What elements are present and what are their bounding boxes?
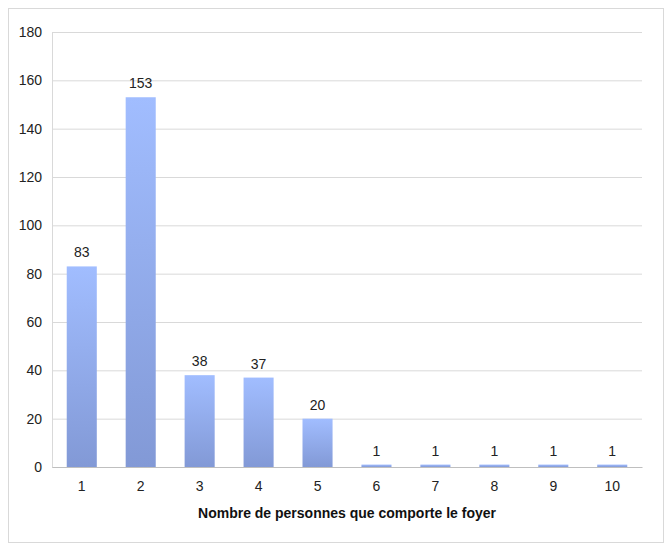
bar: [538, 465, 568, 467]
x-tick: 6: [373, 467, 381, 494]
grid: [52, 33, 642, 468]
bars: [67, 97, 628, 467]
x-tick: 5: [314, 467, 322, 494]
x-tick: 3: [196, 467, 204, 494]
x-tick-label: 9: [549, 478, 557, 494]
x-axis-line: [53, 467, 643, 468]
y-tick-label: 20: [26, 411, 42, 427]
chart: 0204060801001201401601801234567891083153…: [0, 0, 672, 551]
x-tick-label: 3: [196, 478, 204, 494]
y-tick: 120: [19, 169, 52, 185]
frame: [9, 9, 664, 543]
data-label: 1: [490, 443, 498, 459]
bar: [244, 378, 274, 467]
plot: 0204060801001201401601801234567891083153…: [19, 24, 643, 521]
data-label: 1: [608, 443, 616, 459]
y-tick-label: 60: [26, 314, 42, 330]
x-tick: 4: [255, 467, 263, 494]
data-labels: 83 153 38 37 20 1 1 1 1 1: [74, 75, 616, 458]
grid-line: [52, 467, 642, 468]
data-label: 1: [432, 443, 440, 459]
y-tick: 80: [26, 266, 52, 282]
x-tick-label: 6: [373, 478, 381, 494]
y-tick-label: 140: [19, 121, 43, 137]
x-tick: 9: [549, 467, 557, 494]
x-tick: 10: [604, 467, 620, 494]
y-tick: 0: [34, 459, 52, 475]
bar: [420, 465, 450, 467]
y-tick-label: 100: [19, 217, 43, 233]
x-tick-label: 5: [314, 478, 322, 494]
bar: [126, 97, 156, 467]
y-tick: 100: [19, 217, 52, 233]
y-tick: 160: [19, 72, 52, 88]
data-label: 153: [129, 75, 153, 91]
y-tick: 140: [19, 121, 52, 137]
x-tick-label: 7: [432, 478, 440, 494]
x-tick: 2: [137, 467, 145, 494]
data-label: 37: [251, 356, 267, 372]
y-tick: 180: [19, 24, 52, 40]
bar: [302, 419, 332, 467]
data-label: 1: [549, 443, 557, 459]
x-axis: 1 2 3 4 5 6 7 8 9 10: [53, 467, 643, 494]
x-tick-label: 8: [490, 478, 498, 494]
y-tick-label: 40: [26, 362, 42, 378]
x-tick: 7: [432, 467, 440, 494]
y-tick-label: 160: [19, 72, 43, 88]
x-tick: 1: [78, 467, 86, 494]
y-axis: 0 20 40 60 80 100 120 140 160 180: [19, 24, 53, 475]
y-tick: 40: [26, 362, 52, 378]
x-tick-label: 4: [255, 478, 263, 494]
y-axis-line: [52, 33, 53, 468]
y-tick-label: 120: [19, 169, 43, 185]
y-tick: 60: [26, 314, 52, 330]
x-tick-label: 10: [604, 478, 620, 494]
x-tick-label: 1: [78, 478, 86, 494]
x-axis-title: Nombre de personnes que comporte le foye…: [198, 505, 497, 521]
y-tick-label: 80: [26, 266, 42, 282]
y-tick-label: 180: [19, 24, 43, 40]
bar: [361, 465, 391, 467]
data-label: 38: [192, 353, 208, 369]
bar: [479, 465, 509, 467]
bar: [185, 375, 215, 467]
data-label: 83: [74, 244, 90, 260]
x-tick: 8: [490, 467, 498, 494]
x-tick-label: 2: [137, 478, 145, 494]
y-tick-label: 0: [34, 459, 42, 475]
bar: [67, 266, 97, 467]
y-tick: 20: [26, 411, 52, 427]
bar: [597, 465, 627, 467]
data-label: 20: [310, 397, 326, 413]
data-label: 1: [373, 443, 381, 459]
grid-line: [52, 32, 642, 33]
